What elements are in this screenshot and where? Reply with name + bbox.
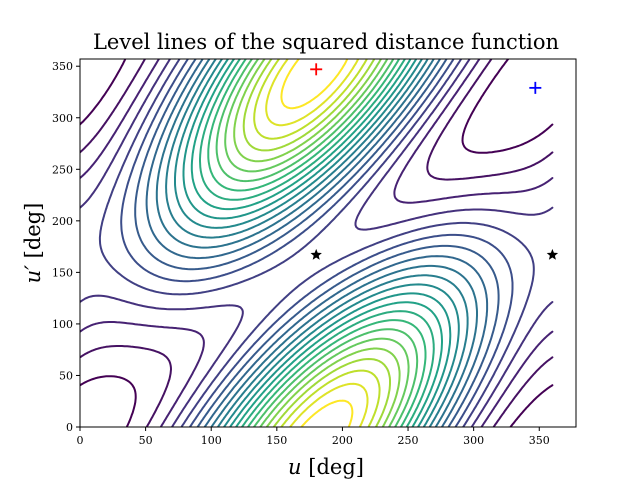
minimum-marker	[529, 81, 542, 94]
contour-level-5	[98, 59, 535, 427]
contour-level-21	[265, 59, 369, 427]
contour-level-16	[215, 59, 419, 427]
y-axis-label: u′ [deg]	[21, 203, 45, 284]
contour-lines	[80, 59, 554, 427]
x-tick-label: 300	[463, 434, 484, 447]
x-tick-label: 350	[529, 434, 550, 447]
y-tick-label: 250	[52, 163, 73, 176]
contour-level-15	[207, 59, 427, 427]
x-tick-label: 0	[77, 434, 84, 447]
contour-level-1	[80, 59, 554, 427]
markers	[310, 63, 559, 260]
saddle-2-star-marker	[546, 248, 559, 260]
y-tick-label: 300	[52, 112, 73, 125]
contour-level-9	[155, 59, 478, 427]
x-tick-label: 150	[266, 434, 287, 447]
contour-level-10	[165, 59, 469, 427]
x-label-var: u	[288, 455, 302, 479]
contour-level-8	[145, 59, 489, 427]
y-tick-label: 100	[52, 318, 73, 331]
contour-level-12	[182, 59, 452, 427]
x-axis: 0 50 100 150 200 250 300 350	[77, 427, 550, 447]
contour-level-18	[233, 59, 401, 427]
contour-level-2	[80, 59, 554, 427]
y-tick-label: 200	[52, 215, 73, 228]
maximum-marker	[310, 63, 323, 76]
contour-level-3	[80, 59, 554, 427]
saddle-1-star-marker	[310, 248, 322, 260]
y-label-var: u′	[21, 265, 45, 284]
contour-level-13	[190, 59, 443, 427]
y-tick-label: 150	[52, 266, 73, 279]
x-axis-label: u [deg]	[288, 455, 364, 479]
x-tick-label: 200	[332, 434, 353, 447]
x-tick-label: 250	[398, 434, 419, 447]
x-tick-label: 100	[201, 434, 222, 447]
y-label-unit: [deg]	[21, 203, 45, 265]
contour-level-22	[280, 59, 354, 427]
x-label-unit: [deg]	[302, 455, 364, 479]
plot-frame	[79, 58, 577, 428]
y-tick-label: 50	[59, 369, 73, 382]
contour-level-4	[80, 59, 554, 427]
y-tick-label: 0	[66, 421, 73, 434]
y-tick-label: 350	[52, 60, 73, 73]
y-axis: 0 50 100 150 200 250 300 350	[52, 60, 80, 434]
x-tick-label: 50	[139, 434, 153, 447]
chart-title: Level lines of the squared distance func…	[93, 30, 559, 54]
contour-level-17	[224, 59, 410, 427]
